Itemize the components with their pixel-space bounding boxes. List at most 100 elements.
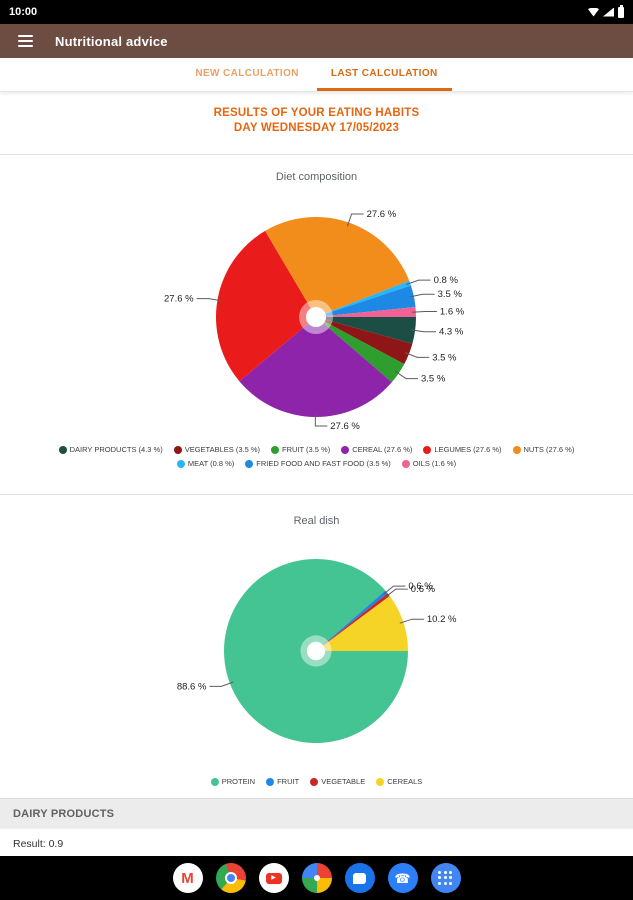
pie-slice-vegetable[interactable] [316,593,390,651]
pie-slice-meat[interactable] [316,280,411,317]
legend-item-fruit: FRUIT [266,777,299,786]
label-leader-line [394,370,418,380]
youtube-icon[interactable]: ▶ [258,863,289,893]
main-content: RESULTS OF YOUR EATING HABITS DAY WEDNES… [0,92,633,856]
legend-item-meat: MEAT (0.8 %) [176,459,235,468]
legend-dot [341,445,350,454]
legend-dot [173,445,182,454]
label-leader-line [196,298,222,302]
legend-label: LEGUMES (27.6 %) [434,445,502,454]
label-leader-line [411,311,437,313]
pie-slice-fruit[interactable] [316,590,388,651]
pie-slice-oils[interactable] [316,306,417,317]
app-title: Nutritional advice [55,33,168,49]
legend-item-vegetables: VEGETABLES (3.5 %) [173,445,261,454]
results-header: RESULTS OF YOUR EATING HABITS DAY WEDNES… [0,106,633,136]
legend-item-oils: OILS (1.6 %) [401,459,457,468]
legend-item-legumes: LEGUMES (27.6 %) [423,445,502,454]
youtube-play-glyph: ▶ [265,872,282,884]
label-leader-line [411,329,436,333]
legend-label: OILS (1.6 %) [412,459,457,468]
real-dish-legend: PROTEIN FRUIT VEGETABLE CEREALS [29,777,604,786]
legend-label: NUTS (27.6 %) [523,445,575,454]
label-leader-line [314,412,328,427]
label-leader-line [346,213,364,227]
gmail-icon[interactable]: M [172,863,203,893]
messages-icon[interactable] [344,863,375,893]
legend-item-cereal: CEREAL (27.6 %) [341,445,412,454]
legend-dot [423,445,432,454]
all-apps-icon[interactable] [430,863,461,893]
label-leader-line [404,352,430,358]
slice-value-label-dairy-products: 4.3 % [439,327,464,338]
messages-bubble [353,872,366,884]
legend-item-fruit: FRUIT (3.5 %) [271,445,330,454]
divider [0,154,633,155]
tab-new-calculation[interactable]: NEW CALCULATION [195,67,299,79]
wifi-icon [588,7,599,17]
slice-value-label-cereals: 10.2 % [427,614,457,625]
pie-slice-cereals[interactable] [316,595,408,651]
diet-composition-pie-chart: 4.3 % 3.5 % 3.5 % 27.6 % 27.6 % 27.6 % 0.8 % 3.… [164,209,465,432]
pie-slice-nuts[interactable] [265,217,410,317]
legend-dot [376,777,385,786]
divider [0,494,633,495]
slice-value-label-vegetables: 3.5 % [432,352,457,363]
legend-label: FRUIT (3.5 %) [282,445,331,454]
legend-dot [58,445,67,454]
pie-slice-fruit[interactable] [316,317,405,383]
legend-label: DAIRY PRODUCTS (4.3 %) [69,445,163,454]
legend-label: VEGETABLES (3.5 %) [184,445,261,454]
gmail-glyph: M [181,869,194,887]
menu-icon[interactable] [18,35,33,47]
pie-hole [306,641,326,661]
slice-value-label-fruit: 0.6 % [408,581,433,592]
legend-item-fried-food-and-fast-food: FRIED FOOD AND FAST FOOD (3.5 %) [245,459,391,468]
pie-slice-vegetables[interactable] [316,317,413,365]
label-leader-line [383,585,406,595]
real-dish-pie-chart: 88.6 %0.6 %0.6 %10.2 % [177,558,457,743]
slice-value-label-legumes: 27.6 % [164,294,194,305]
legend-label: PROTEIN [221,777,256,786]
legend-dot [210,777,219,786]
section-header-dairy-products[interactable]: DAIRY PRODUCTS [0,798,633,829]
photos-icon[interactable] [301,863,332,893]
slice-value-label-vegetable: 0.6 % [411,584,436,595]
legend-dot [245,459,254,468]
slice-value-label-meat: 0.8 % [434,275,459,286]
label-leader-line [406,279,431,285]
photos-center [313,875,320,881]
results-title-line2: DAY WEDNESDAY 17/05/2023 [233,122,400,134]
legend-item-dairy-products: DAIRY PRODUCTS (4.3 %) [58,445,163,454]
legend-dot [176,459,185,468]
tab-last-calculation[interactable]: LAST CALCULATION [316,58,452,91]
label-leader-line [409,293,435,298]
chrome-icon[interactable] [215,863,246,893]
tab-bar: NEW CALCULATION LAST CALCULATION [0,58,633,92]
legend-item-protein: PROTEIN [210,777,256,786]
diet-composition-legend: DAIRY PRODUCTS (4.3 %) VEGETABLES (3.5 %)… [29,445,604,468]
legend-label: FRUIT [277,777,300,786]
dairy-result-text: Result: 0.9 [13,838,64,850]
chart-title-real-dish: Real dish [293,515,340,527]
pie-slice-legumes[interactable] [216,230,316,382]
phone-icon[interactable]: ☎ [387,863,418,893]
pie-slice-dairy-products[interactable] [316,317,416,344]
legend-item-cereals: CEREALS [376,777,422,786]
legend-label: MEAT (0.8 %) [187,459,235,468]
status-icons [588,4,624,18]
legend-label: CEREALS [387,777,423,786]
chart-title-diet-composition: Diet composition [275,171,358,183]
pie-hole [306,307,326,327]
pie-slice-fried-food-and-fast-food[interactable] [316,285,416,318]
app-bar: Nutritional advice [0,24,633,58]
slice-value-label-oils: 1.6 % [440,307,465,318]
section-header-label: DAIRY PRODUCTS [13,808,115,820]
apps-grid-dots [438,870,453,886]
legend-dot [310,777,319,786]
legend-dot [266,777,275,786]
label-leader-line [209,681,234,687]
pie-slice-cereal[interactable] [239,317,392,418]
legend-label: CEREAL (27.6 %) [352,445,413,454]
legend-dot [401,459,410,468]
